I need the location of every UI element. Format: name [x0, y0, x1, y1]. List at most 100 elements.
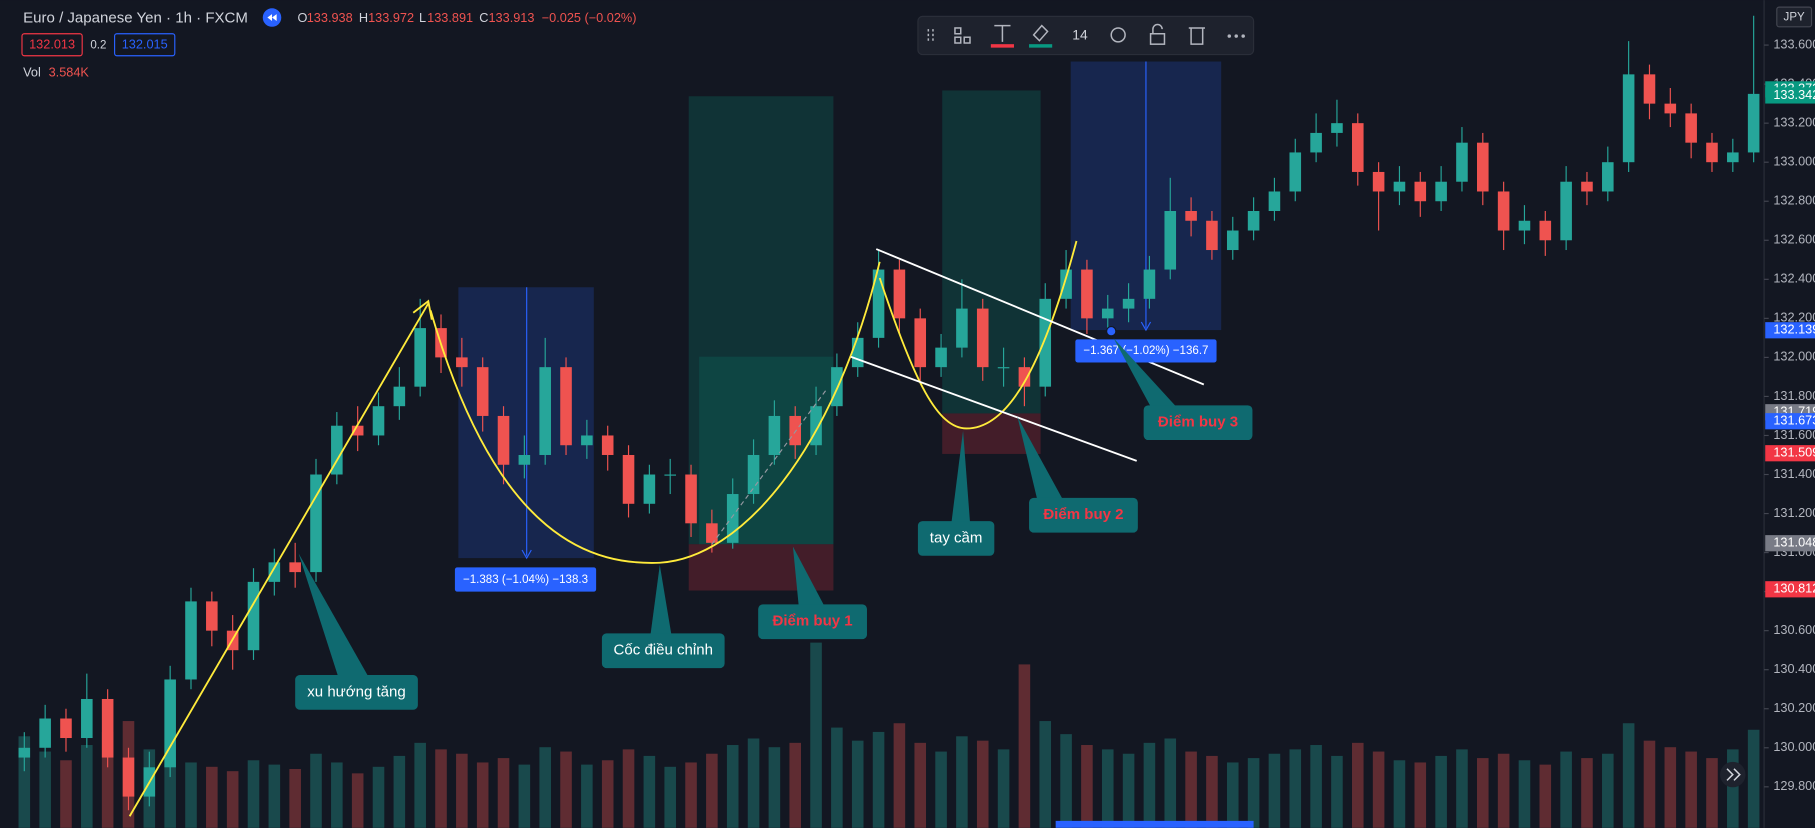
volume-bar [872, 731, 885, 828]
anchor-point[interactable] [1106, 326, 1117, 337]
volume-bar [1018, 664, 1031, 828]
candle-body [768, 415, 781, 455]
templates-icon[interactable] [954, 27, 962, 35]
sell-button[interactable] [21, 33, 83, 57]
arrow-head [521, 549, 532, 560]
text-color-icon[interactable] [994, 24, 1011, 42]
candle-body [539, 367, 551, 455]
candle-body [1372, 171, 1385, 192]
candle-body [872, 269, 885, 338]
candle-body [1185, 210, 1197, 221]
y-tick-label: 129.800 [1773, 778, 1815, 793]
callout-box[interactable] [1143, 405, 1253, 441]
callout-pointer [951, 430, 971, 523]
volume-bar [1643, 740, 1656, 828]
candle-body [1560, 181, 1572, 241]
y-tick-label: 130.000 [1773, 739, 1815, 754]
volume-bar [1164, 738, 1177, 828]
callout-box[interactable] [758, 604, 867, 640]
candle-body [976, 308, 989, 368]
lock-icon[interactable] [1149, 33, 1166, 45]
volume-bar [456, 753, 468, 828]
cup-curve[interactable] [429, 261, 881, 564]
bid-price: 132.013 [29, 37, 75, 52]
volume-bar [1060, 734, 1072, 828]
measure-label-bg [454, 567, 597, 592]
volume-bar [976, 740, 989, 828]
volume-bar [1101, 749, 1114, 828]
currency-button[interactable] [1776, 6, 1813, 28]
volume-bar [206, 766, 218, 828]
measure-label: −1.383 (−1.04%) −138.3 [463, 574, 588, 586]
candle-body [351, 425, 364, 436]
ohlc-legend: O 133.938 H 133.972 L 133.891 C 133.913 … [297, 10, 636, 25]
volume-bar [726, 745, 739, 828]
volume-bar [497, 758, 510, 828]
callout-box[interactable] [1029, 497, 1138, 533]
volume-bar [268, 764, 281, 828]
callout-box[interactable] [601, 633, 725, 669]
candle-body [1706, 142, 1718, 163]
symbol-title[interactable]: Euro / Japanese Yen · 1h · FXCM [23, 10, 248, 27]
volume-bar [414, 742, 426, 828]
candle-body [39, 718, 51, 748]
channel-line[interactable] [850, 355, 1138, 462]
volume-bar [1747, 729, 1760, 828]
candle-body [310, 474, 322, 573]
candle-body [414, 328, 426, 387]
long-position-inner [699, 356, 834, 545]
dot [1241, 34, 1245, 38]
volume-bar [831, 727, 843, 828]
candle-body [1414, 181, 1427, 202]
candle-body [518, 454, 531, 465]
candle-body [851, 337, 864, 368]
candle-body [247, 581, 260, 651]
candle-body [206, 601, 218, 631]
candle-body [1351, 123, 1364, 172]
fill-icon[interactable] [1032, 24, 1049, 42]
time-scrollbar[interactable] [1055, 820, 1254, 828]
templates-icon [954, 36, 962, 44]
trend-line[interactable] [128, 302, 430, 817]
long-position-profit[interactable] [942, 90, 1041, 414]
volume-bar [747, 738, 760, 828]
callout-box[interactable] [295, 675, 418, 710]
ohlc-value: 133.938 [307, 10, 353, 25]
volume-bar [435, 749, 447, 828]
candle-body [393, 386, 406, 407]
handle-curve[interactable] [878, 240, 1078, 430]
drag-handle[interactable] [927, 29, 934, 44]
candle-body [685, 474, 697, 524]
candle-body [1664, 103, 1677, 114]
price-label: 133.342 [1773, 87, 1815, 102]
callout-text: Điểm buy 1 [772, 613, 852, 630]
y-tick-label: 133.000 [1773, 154, 1815, 169]
candle-body [601, 435, 614, 455]
candle-body [1081, 269, 1093, 319]
ohlc-key: O [297, 10, 307, 25]
delete-icon[interactable] [1188, 27, 1205, 45]
scroll-icon [1726, 768, 1741, 781]
templates-icon [963, 36, 971, 44]
candle-body [1747, 93, 1760, 153]
volume-bar [1664, 747, 1677, 828]
candle-body [60, 718, 72, 739]
font-size[interactable]: 14 [1072, 27, 1088, 43]
buy-button[interactable] [114, 33, 176, 57]
candle-body [1268, 191, 1281, 211]
callout-pointer [650, 565, 672, 635]
measure-label-bg [1075, 339, 1217, 363]
y-tick-label: 131.400 [1773, 466, 1815, 481]
candle-body [1727, 152, 1739, 163]
price-label-bg [1765, 445, 1815, 462]
price-label: 132.139 [1773, 322, 1815, 337]
volume-bar [1351, 742, 1364, 828]
volume-bar [1497, 753, 1510, 828]
settings-icon[interactable] [1110, 27, 1126, 43]
volume-bar [1268, 753, 1281, 828]
volume-bar [39, 751, 51, 828]
more-icon[interactable] [1227, 34, 1245, 38]
long-position-profit[interactable] [688, 96, 834, 545]
callout-box[interactable] [917, 521, 995, 556]
candle-body [1456, 142, 1468, 182]
